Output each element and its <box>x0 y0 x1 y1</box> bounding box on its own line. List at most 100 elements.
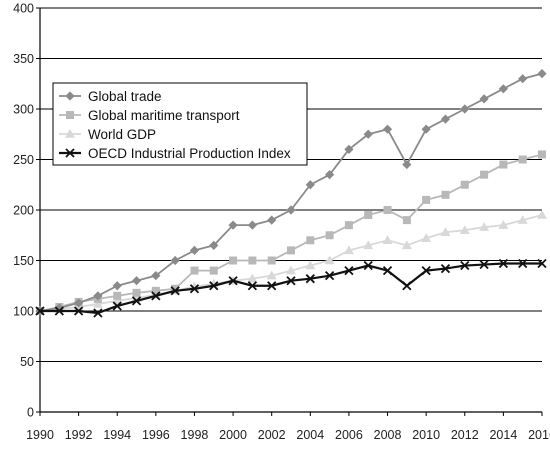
x-tick-label: 2016 <box>528 428 550 442</box>
legend-marker <box>65 129 75 138</box>
data-point <box>266 270 277 280</box>
x-tick-label: 2002 <box>258 428 286 442</box>
x-tick-label: 1998 <box>181 428 209 442</box>
y-tick-label: 200 <box>13 204 34 218</box>
data-point <box>189 245 200 255</box>
data-point <box>480 170 489 179</box>
y-tick-label: 0 <box>27 406 34 420</box>
data-point <box>498 258 509 269</box>
data-point <box>228 220 238 230</box>
data-point <box>267 256 276 265</box>
data-point <box>151 286 160 295</box>
legend-entry: World GDP <box>59 127 156 142</box>
data-point <box>228 276 238 286</box>
data-point <box>325 170 335 180</box>
data-point <box>440 114 451 124</box>
data-point <box>247 273 258 283</box>
legend-entry: OECD Industrial Production Index <box>59 146 291 161</box>
axes <box>39 8 542 413</box>
data-point <box>74 298 84 308</box>
x-axis-tick-labels: 1990 1992 1994 1996 1998 2000 2002 2004 2006 2008… <box>26 412 550 442</box>
data-point <box>344 144 354 154</box>
data-point <box>518 74 528 84</box>
series-world-gdp <box>35 210 547 315</box>
data-point <box>363 260 373 271</box>
data-point <box>93 291 103 301</box>
data-point <box>171 284 180 293</box>
legend-label: OECD Industrial Production Index <box>88 146 291 161</box>
legend: Global trade Global maritime transport Wor… <box>52 82 308 166</box>
data-point <box>73 306 84 316</box>
data-point <box>343 245 354 255</box>
data-point <box>460 104 470 114</box>
data-point <box>209 266 218 275</box>
data-point <box>537 69 547 79</box>
data-point <box>248 256 257 265</box>
data-point <box>267 215 277 225</box>
data-point <box>402 159 412 170</box>
legend-entry: Global maritime transport <box>59 108 240 123</box>
x-tick-label: 1990 <box>26 428 54 442</box>
data-point <box>440 227 451 236</box>
data-point <box>209 240 219 250</box>
data-point <box>324 255 335 265</box>
data-point <box>247 281 258 291</box>
data-point <box>498 220 509 229</box>
data-point <box>247 220 257 230</box>
data-point <box>305 274 315 284</box>
data-point <box>517 215 528 224</box>
legend-label: World GDP <box>88 127 156 142</box>
data-point <box>132 288 141 297</box>
legend-marker <box>65 91 75 101</box>
legend-label: Global maritime transport <box>88 108 240 123</box>
x-tick-label: 2010 <box>412 428 440 442</box>
data-point <box>286 276 296 286</box>
data-point <box>518 155 527 164</box>
data-point <box>421 265 431 276</box>
series-layer <box>35 69 547 318</box>
data-point <box>113 291 122 300</box>
data-point <box>422 195 431 204</box>
data-point <box>267 281 277 291</box>
data-point <box>112 301 122 311</box>
data-point <box>151 271 161 281</box>
data-point <box>170 286 180 296</box>
legend-box <box>52 82 308 166</box>
data-point <box>286 265 296 275</box>
data-point <box>441 190 450 199</box>
data-point <box>421 233 432 243</box>
y-tick-label: 300 <box>13 103 34 117</box>
y-tick-label: 400 <box>13 2 34 16</box>
data-point <box>209 281 219 291</box>
y-tick-label: 150 <box>13 254 34 268</box>
data-point <box>364 211 373 220</box>
data-point <box>382 124 393 134</box>
x-tick-label: 2004 <box>296 428 324 442</box>
legend-marker <box>66 111 74 119</box>
x-tick-label: 2014 <box>489 428 517 442</box>
data-point <box>498 84 508 94</box>
data-point <box>151 291 161 301</box>
data-point <box>479 222 490 231</box>
x-tick-label: 2012 <box>451 428 479 442</box>
legend-label: Global trade <box>88 89 162 104</box>
data-point <box>402 216 411 225</box>
data-point <box>479 259 489 270</box>
data-point <box>287 246 295 255</box>
x-tick-label: 2006 <box>335 428 363 442</box>
series-oecd-industrial-production-index <box>35 258 547 318</box>
data-point <box>460 180 469 189</box>
data-point <box>305 260 316 270</box>
data-point <box>170 255 180 266</box>
series-global-maritime-transport <box>36 150 546 315</box>
data-point <box>382 265 393 276</box>
x-tick-label: 1994 <box>103 428 131 442</box>
data-point <box>190 266 199 275</box>
data-point <box>479 94 489 104</box>
data-point <box>344 221 353 230</box>
data-point <box>54 306 64 316</box>
legend-entry: Global trade <box>59 89 162 104</box>
data-point <box>383 206 392 214</box>
y-tick-label: 350 <box>13 52 34 66</box>
